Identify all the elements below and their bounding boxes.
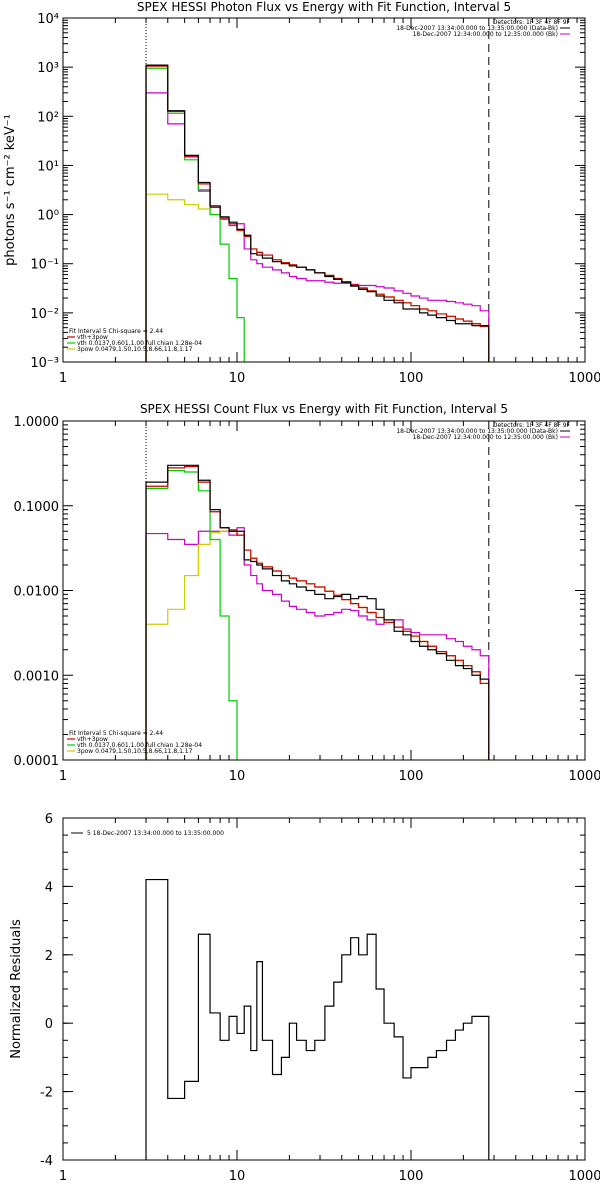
series-line-2 bbox=[145, 67, 245, 362]
y-tick-label: 10⁴ bbox=[37, 12, 59, 27]
series-group bbox=[145, 464, 490, 760]
x-tick-label: 100 bbox=[399, 1169, 424, 1184]
series-line-3 bbox=[145, 193, 490, 362]
legend-bottom-left: Fit Interval 5 Chi-square = 2.44vth+3pow… bbox=[67, 730, 202, 755]
x-tick-label: 1 bbox=[59, 1169, 67, 1184]
x-tick-label: 10 bbox=[229, 1169, 246, 1184]
series-line-4 bbox=[145, 527, 490, 760]
y-tick-label: 6 bbox=[45, 812, 53, 827]
y-axis-label: Normalized Residuals bbox=[9, 919, 24, 1059]
chart-panel-2: SPEX HESSI Count Flux vs Energy with Fit… bbox=[14, 402, 600, 784]
x-tick-label: 1 bbox=[59, 769, 67, 784]
y-tick-label: 10¹ bbox=[37, 159, 59, 174]
y-tick-label: 10⁻¹ bbox=[30, 258, 59, 273]
y-tick-label: 0.1000 bbox=[14, 500, 60, 515]
x-tick-label: 1 bbox=[59, 371, 67, 386]
chart-title: SPEX HESSI Photon Flux vs Energy with Fi… bbox=[137, 0, 511, 14]
legend-text: vth+3pow bbox=[77, 736, 108, 743]
y-tick-label: 0.0100 bbox=[14, 585, 60, 600]
legend-text: 18-Dec-2007 12:34:00.000 to 12:35:00.000… bbox=[413, 434, 558, 441]
y-tick-label: 10⁰ bbox=[37, 209, 59, 224]
series-line-0 bbox=[145, 878, 490, 1160]
y-axis: 10⁻³ 10⁻² 10⁻¹ 10⁰ 10¹ 10² 10³ 10⁴ bbox=[30, 12, 585, 371]
y-axis: 0.0001 0.0010 0.0100 0.1000 1.0000 bbox=[14, 415, 585, 769]
chart-panel-1: SPEX HESSI Photon Flux vs Energy with Fi… bbox=[3, 0, 600, 386]
legend-text: vth 0.0137,0.601,1.00 full chian 1.28e-0… bbox=[77, 742, 202, 749]
y-tick-label: -4 bbox=[40, 1154, 53, 1169]
x-tick-label: 1000 bbox=[568, 1169, 600, 1184]
x-tick-label: 10 bbox=[229, 371, 246, 386]
y-tick-label: 0 bbox=[45, 1017, 53, 1032]
x-axis: 1 10 100 1000 bbox=[59, 18, 600, 386]
x-tick-label: 100 bbox=[399, 769, 424, 784]
y-tick-label: -2 bbox=[40, 1086, 53, 1101]
legend-text: Fit Interval 5 Chi-square = 2.44 bbox=[69, 730, 163, 737]
legend-text: 18-Dec-2007 13:34:00.000 to 13:35:00.000… bbox=[396, 25, 558, 32]
series-line-1 bbox=[145, 65, 490, 362]
legend-text: Detectors: 1F 3F 4F 8F 9F bbox=[493, 19, 571, 26]
legend-text: Fit Interval 5 Chi-square = 2.44 bbox=[69, 328, 163, 335]
y-tick-label: 10³ bbox=[37, 61, 59, 76]
legend-text: 18-Dec-2007 13:34:00.000 to 13:35:00.000… bbox=[396, 428, 558, 435]
series-line-1 bbox=[145, 465, 490, 760]
series-line-4 bbox=[145, 92, 490, 362]
y-tick-label: 4 bbox=[45, 880, 53, 895]
y-tick-label: 10⁻³ bbox=[30, 356, 59, 371]
plot-frame bbox=[62, 420, 586, 761]
legend-text: 3pow 0.0479,1.50,10.5,8.66,11.8,1.17 bbox=[77, 748, 193, 755]
series-line-0 bbox=[145, 464, 490, 760]
plot-frame bbox=[62, 817, 586, 1161]
y-axis-label: photons s⁻¹ cm⁻² keV⁻¹ bbox=[3, 114, 18, 266]
series-group bbox=[145, 878, 490, 1160]
chart-title: SPEX HESSI Count Flux vs Energy with Fit… bbox=[140, 402, 508, 416]
x-tick-label: 1000 bbox=[568, 769, 600, 784]
series-group bbox=[145, 64, 490, 362]
y-tick-label: 0.0010 bbox=[14, 669, 60, 684]
series-line-2 bbox=[145, 469, 238, 760]
legend-text: Detectors: 1F 3F 4F 8F 9F bbox=[493, 422, 571, 429]
x-tick-label: 100 bbox=[399, 371, 424, 386]
y-tick-label: 1.0000 bbox=[14, 415, 60, 430]
legend-text: vth 0.0137,0.601,1.00 full chian 1.28e-0… bbox=[77, 340, 202, 347]
legend-text: 18-Dec-2007 12:34:00.000 to 12:35:00.000… bbox=[413, 31, 558, 38]
y-tick-label: 10² bbox=[37, 110, 59, 125]
x-axis: 1 10 100 1000 bbox=[59, 818, 600, 1184]
y-tick-label: 0.0001 bbox=[14, 754, 60, 769]
y-tick-label: 10⁻² bbox=[30, 307, 59, 322]
y-axis: -4 -2 0 2 4 6 bbox=[40, 812, 585, 1169]
x-tick-label: 10 bbox=[229, 769, 246, 784]
series-line-0 bbox=[145, 64, 490, 362]
legend-text: vth+3pow bbox=[77, 334, 108, 341]
legend-text: 5 18-Dec-2007 13:34:00.000 to 13:35:00.0… bbox=[87, 830, 224, 837]
chart-panel-3: 1 10 100 1000 -4 -2 0 2 4 6 Normalized Residuals 5 … bbox=[9, 812, 600, 1184]
legend-text: 3pow 0.0479,1.50,10.5,8.66,11.8,1.17 bbox=[77, 346, 193, 353]
y-tick-label: 2 bbox=[45, 949, 53, 964]
x-tick-label: 1000 bbox=[568, 371, 600, 386]
legend-bottom-left: Fit Interval 5 Chi-square = 2.44vth+3pow… bbox=[67, 328, 202, 353]
plot-frame bbox=[62, 17, 586, 363]
legend-top-left: 5 18-Dec-2007 13:34:00.000 to 13:35:00.0… bbox=[71, 830, 224, 837]
